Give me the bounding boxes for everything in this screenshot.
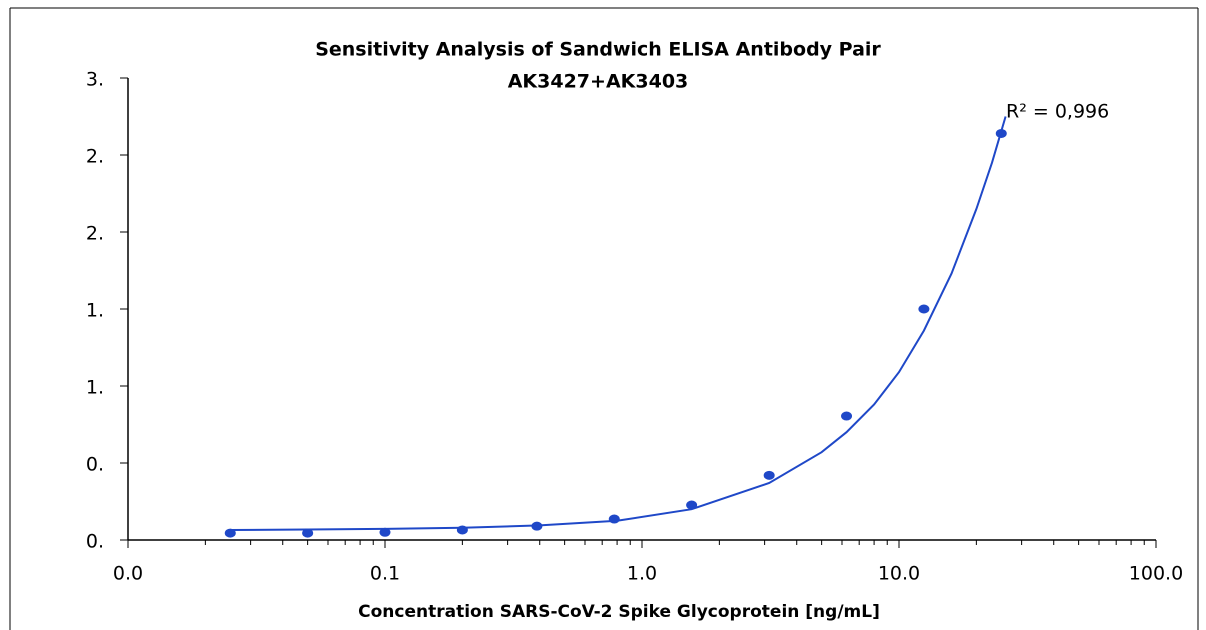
point	[608, 514, 620, 524]
annotation: R² = 0,996	[1006, 101, 1109, 123]
y-tick-label: 1.	[86, 300, 104, 322]
point	[379, 527, 391, 537]
y-tick-label: 2.	[86, 146, 104, 168]
y-tick-label: 1.	[86, 377, 104, 399]
point	[302, 528, 314, 538]
y-tick-label: 3.	[86, 69, 104, 91]
x-tick-label: 100.0	[1129, 563, 1183, 585]
x-axis-title: Concentration SARS-CoV-2 Spike Glycoprot…	[358, 602, 880, 622]
x-tick-label: 10.0	[878, 563, 920, 585]
chart-title: Sensitivity Analysis of Sandwich ELISA A…	[315, 39, 881, 61]
x-tick-label: 1.0	[627, 563, 657, 585]
y-tick-label: 0.	[86, 454, 104, 476]
x-tick-label: 0.0	[113, 563, 143, 585]
fit-curve	[230, 116, 1007, 531]
chart-subtitle: AK3427+AK3403	[508, 71, 689, 93]
x-tick-label: 0.1	[370, 563, 400, 585]
point	[763, 470, 775, 480]
point	[841, 411, 853, 421]
y-tick-label: 2.	[86, 223, 104, 245]
point	[918, 304, 930, 314]
y-tick-label: 0.	[86, 531, 104, 553]
